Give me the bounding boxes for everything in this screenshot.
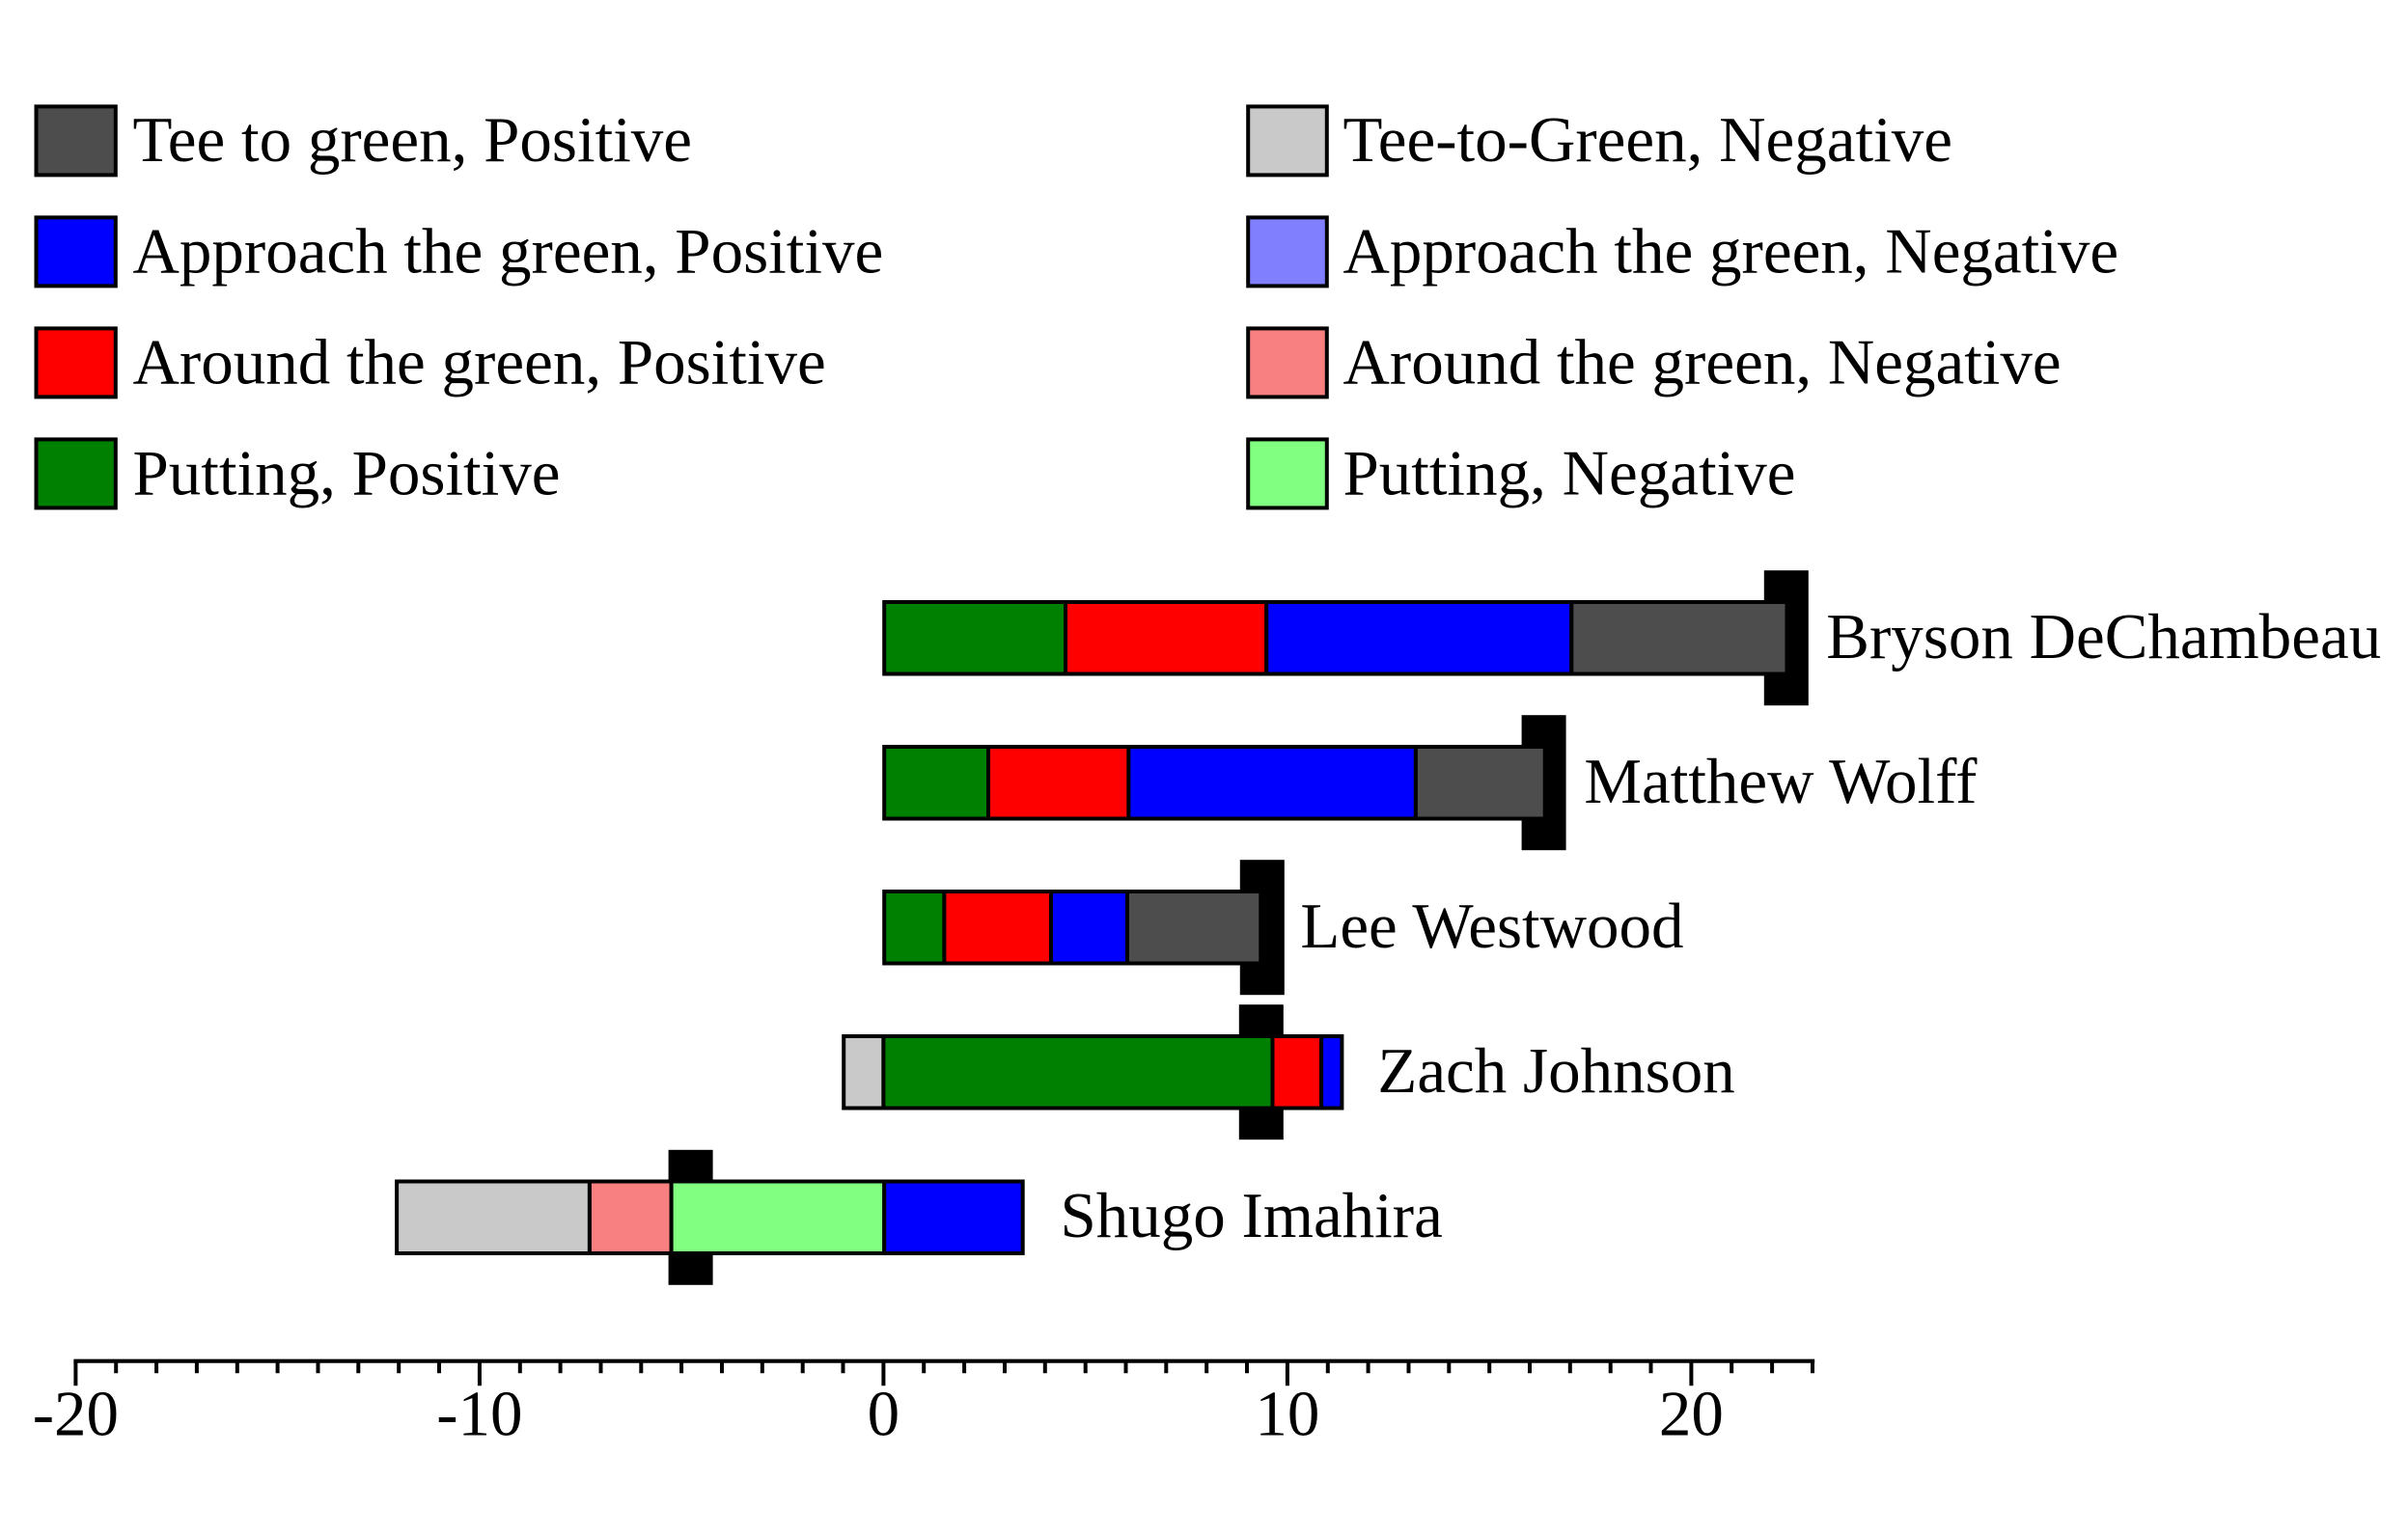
svg-text:Approach the green, Negative: Approach the green, Negative: [1343, 215, 2119, 287]
svg-text:Putting, Positive: Putting, Positive: [133, 438, 561, 509]
svg-text:Approach the green, Positive: Approach the green, Positive: [133, 215, 884, 287]
svg-text:Tee-to-Green, Negative: Tee-to-Green, Negative: [1343, 104, 1952, 176]
svg-text:Around the green, Positive: Around the green, Positive: [133, 327, 826, 398]
svg-text:Bryson DeChambeau: Bryson DeChambeau: [1826, 601, 2381, 672]
svg-text:Putting, Negative: Putting, Negative: [1343, 438, 1796, 509]
svg-text:Matthew Wolff: Matthew Wolff: [1584, 746, 1978, 817]
svg-text:Lee Westwood: Lee Westwood: [1300, 891, 1683, 962]
svg-text:Around the green, Negative: Around the green, Negative: [1343, 327, 2062, 398]
svg-text:0: 0: [868, 1379, 900, 1450]
svg-text:20: 20: [1659, 1379, 1724, 1450]
svg-text:Tee to green, Positive: Tee to green, Positive: [133, 104, 693, 176]
svg-text:-20: -20: [33, 1379, 119, 1450]
svg-text:Zach Johnson: Zach Johnson: [1377, 1035, 1734, 1107]
svg-text:Shugo Imahira: Shugo Imahira: [1061, 1180, 1443, 1251]
svg-text:-10: -10: [436, 1379, 522, 1450]
svg-text:10: 10: [1255, 1379, 1319, 1450]
